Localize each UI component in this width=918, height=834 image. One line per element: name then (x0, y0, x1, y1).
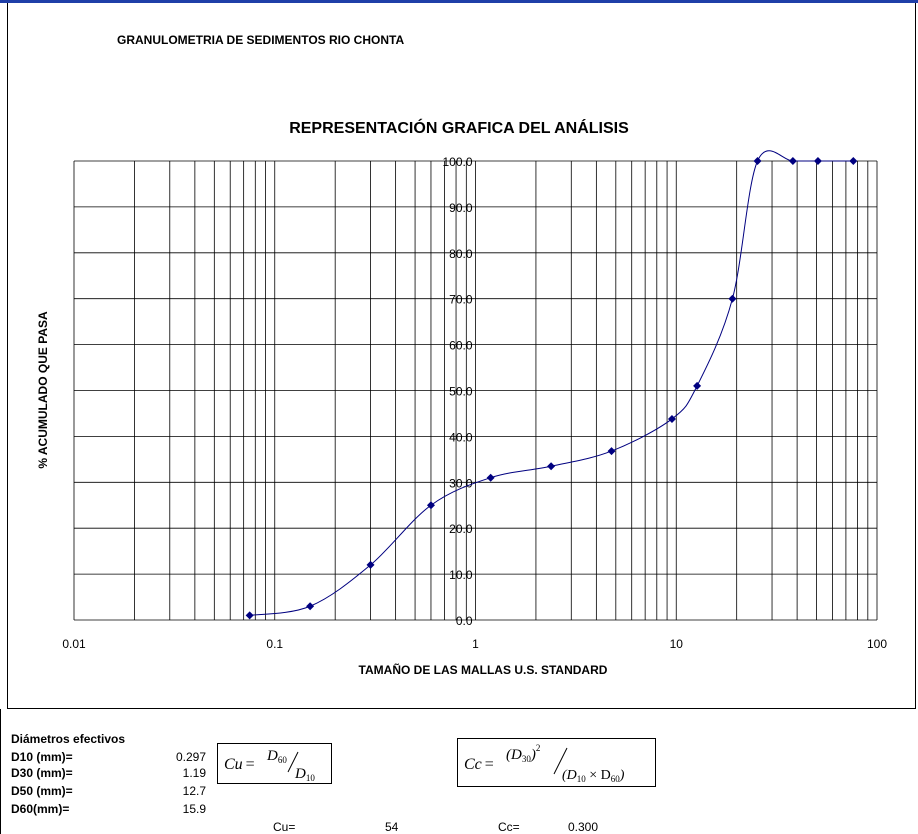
svg-text:Cc=: Cc = (464, 756, 494, 773)
data-point (366, 560, 375, 569)
x-tick-label: 100 (867, 637, 887, 651)
svg-text:Cu=: Cu = (224, 756, 255, 773)
chart-title: REPRESENTACIÓN GRAFICA DEL ANÁLISIS (289, 120, 629, 137)
cu-formula-den: D (294, 766, 306, 782)
data-point (547, 462, 556, 471)
d10-label: D10 (mm)= (11, 750, 73, 764)
y-tick-label: 90.0 (449, 201, 473, 215)
cc-formula-den-sub2: 60 (611, 774, 621, 784)
granulometry-chart: 0.010.020.030.040.050.060.070.080.090.01… (36, 150, 887, 677)
cc-label: Cc= (498, 820, 520, 834)
data-point (667, 414, 676, 423)
x-tick-label: 1 (472, 637, 479, 651)
data-point (753, 157, 762, 165)
cu-formula-drawing: Cu = D60 D10 (224, 748, 315, 783)
d50-value: 12.7 (182, 784, 206, 798)
data-point (849, 157, 858, 165)
chart-grid (73, 160, 878, 621)
cc-formula-num: (D (506, 747, 522, 763)
cu-formula-num-sub: 60 (278, 755, 288, 765)
data-point (486, 473, 495, 482)
x-axis-label: TAMAÑO DE LAS MALLAS U.S. STANDARD (359, 662, 608, 677)
svg-text:D10: D10 (294, 766, 315, 783)
data-point (813, 157, 822, 165)
svg-text:D60: D60 (266, 748, 287, 765)
cc-formula-num-sub: 30 (522, 754, 532, 764)
series-markers (245, 157, 858, 620)
cu-formula-den-sub: 10 (306, 773, 316, 783)
y-tick-label: 0.0 (456, 614, 473, 628)
x-tick-label: 0.1 (266, 637, 283, 651)
y-tick-label: 70.0 (449, 293, 473, 307)
data-point (306, 602, 315, 611)
sheet-left-border (0, 709, 1, 834)
y-tick-label: 20.0 (449, 522, 473, 536)
cu-formula-lhs: Cu (224, 756, 243, 773)
y-tick-label: 50.0 (449, 385, 473, 399)
series-curve (249, 150, 854, 616)
window-top-bar (0, 0, 918, 3)
d60-label: D60(mm)= (11, 802, 70, 816)
d10-value: 0.297 (175, 750, 206, 764)
data-point (245, 611, 254, 620)
y-tick-label: 60.0 (449, 339, 473, 353)
data-point (788, 157, 797, 165)
y-tick-labels: 0.0 10.0 20.0 30.0 40.0 50.0 60.0 70.0 80.0 90.0 1… (442, 155, 472, 628)
cu-formula: Cu = D60 D10 (217, 743, 332, 784)
d60-value: 15.9 (182, 802, 206, 816)
y-tick-label: 100.0 (442, 155, 472, 169)
effective-diameters-title: Diámetros efectivos (11, 732, 126, 746)
data-point (607, 447, 616, 456)
chart-frame (7, 3, 916, 709)
document-title: GRANULOMETRIA DE SEDIMENTOS RIO CHONTA (117, 33, 405, 47)
y-tick-label: 80.0 (449, 247, 473, 261)
x-tick-label: 0.01 (62, 637, 86, 651)
d30-label: D30 (mm)= (11, 766, 73, 780)
data-point (693, 381, 702, 390)
y-axis-label: % ACUMULADO QUE PASA (36, 311, 50, 469)
cu-label: Cu= (273, 820, 296, 834)
data-point (426, 501, 435, 510)
cc-formula-lhs: Cc (464, 756, 482, 773)
svg-text:(D10 × D60): (D10 × D60) (562, 768, 625, 784)
x-tick-label: 10 (670, 637, 684, 651)
cc-value: 0.300 (568, 820, 599, 834)
data-point (728, 294, 737, 303)
cc-formula-den-sub1: 10 (577, 774, 587, 784)
cc-formula-den: (D (562, 768, 577, 783)
y-tick-label: 40.0 (449, 430, 473, 444)
y-tick-label: 30.0 (449, 476, 473, 490)
y-tick-label: 10.0 (449, 568, 473, 582)
cc-formula-den-mid: × D (586, 768, 611, 783)
cu-formula-num: D (266, 748, 278, 764)
cc-formula-den-tail: ) (619, 768, 625, 783)
cc-formula-drawing: Cc = (D30)2 (D10 × D60) (464, 743, 625, 784)
svg-text:(D30)2: (D30)2 (506, 743, 540, 764)
d50-label: D50 (mm)= (11, 784, 73, 798)
cc-formula-num-sup: 2 (536, 743, 541, 753)
x-tick-labels: 0.01 0.1 1 10 100 (62, 637, 887, 651)
cc-formula: Cc = (D30)2 (D10 × D60) (457, 738, 656, 787)
cc-formula-num-tail: ) (530, 747, 536, 763)
d30-value: 1.19 (182, 766, 206, 780)
cu-value: 54 (385, 820, 399, 834)
